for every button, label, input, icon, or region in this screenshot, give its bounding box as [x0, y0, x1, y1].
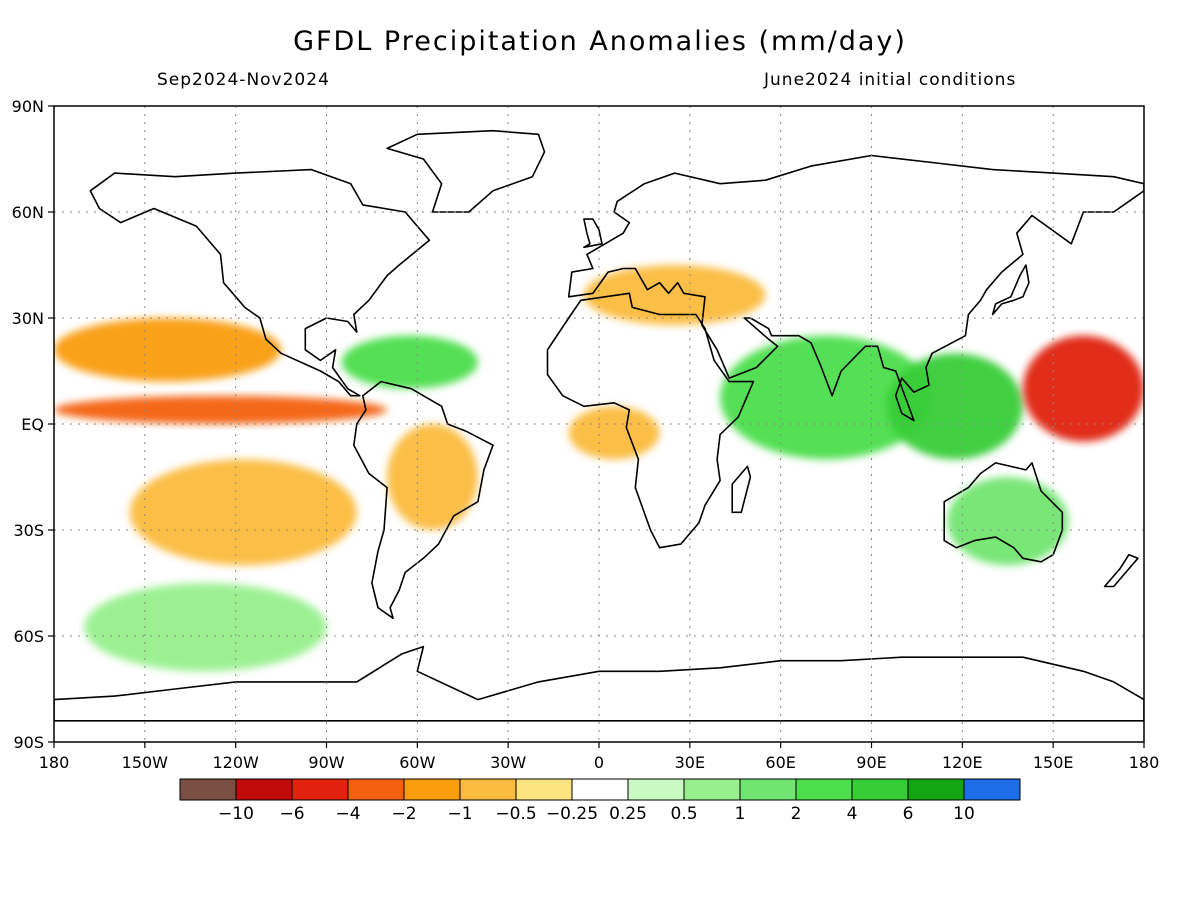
- coastline-antarctica: [54, 645, 1144, 722]
- colorbar-swatch: [403, 778, 461, 801]
- colorbar-swatch: [235, 778, 293, 801]
- lon-tick-label: 90W: [308, 753, 344, 772]
- colorbar-label: −6: [279, 804, 304, 824]
- colorbar-label: −10: [218, 804, 254, 824]
- lon-tick-label: 150E: [1033, 753, 1074, 772]
- colorbar-label: −4: [335, 804, 360, 824]
- lon-tick-label: 30W: [490, 753, 526, 772]
- colorbar-swatch: [291, 778, 349, 801]
- lon-tick-label: 90E: [856, 753, 886, 772]
- caribbean-wet: [341, 335, 478, 389]
- lat-tick-label: 90N: [12, 97, 44, 116]
- coastline-south-america: [352, 380, 494, 620]
- coastline-africa: [546, 292, 755, 549]
- coastline-uk: [583, 218, 603, 249]
- lon-tick-label: 60E: [765, 753, 795, 772]
- forecast-period: Sep2024-Nov2024: [157, 70, 330, 90]
- equatorial-pacific-dry: [54, 395, 388, 424]
- colorbar-label: −0.5: [495, 804, 536, 824]
- colorbar-swatch: [851, 778, 909, 801]
- lon-tick-label: 120W: [212, 753, 259, 772]
- colorbar-swatch: [907, 778, 965, 801]
- lat-tick-label: 60S: [13, 627, 44, 646]
- lon-tick-label: 60W: [399, 753, 435, 772]
- colorbar-label: 0.25: [609, 804, 647, 824]
- colorbar-swatch: [515, 778, 573, 801]
- australia-wet: [947, 477, 1069, 566]
- colorbar-swatch: [347, 778, 405, 801]
- coastline-madagascar: [731, 465, 752, 514]
- africa-equatorial-dry: [568, 406, 660, 460]
- amazon-dry: [387, 424, 478, 530]
- anomaly-field: [54, 265, 1144, 672]
- colorbar-swatch: [459, 778, 517, 801]
- south-pacific-spcz-dry: [129, 459, 357, 566]
- graticule: [54, 106, 1144, 742]
- lat-tick-label: EQ: [21, 415, 44, 434]
- lon-tick-label: 30E: [675, 753, 705, 772]
- colorbar-swatch: [179, 778, 237, 801]
- latitude-axis: 90N 60N 30N EQ 30S 60S 90S: [12, 97, 54, 752]
- coastlines: [54, 129, 1144, 722]
- lat-tick-label: 30N: [12, 309, 44, 328]
- west-pacific-dry: [1022, 335, 1144, 442]
- coastline-new-zealand: [1103, 553, 1139, 588]
- colorbar-label: 6: [903, 804, 914, 824]
- colorbar-label: −2: [391, 804, 416, 824]
- colorbar-swatch: [683, 778, 741, 801]
- colorbar-label: 10: [953, 804, 975, 824]
- north-pacific-subtropical-dry: [54, 318, 282, 382]
- colorbar-label: −1: [447, 804, 472, 824]
- indian-ocean-wet: [720, 335, 933, 460]
- colorbar-swatch: [627, 778, 685, 801]
- coastline-japan: [991, 264, 1030, 316]
- colorbar: −10 −6 −4 −2 −1 −0.5 −0.25 0.25 0.5 1 2 4 6 10: [179, 778, 1021, 824]
- colorbar-label: 2: [791, 804, 802, 824]
- coastline-north-america: [89, 168, 431, 397]
- coastline-eurasia: [567, 154, 1144, 422]
- lon-tick-label: 120E: [942, 753, 983, 772]
- colorbar-label: 1: [735, 804, 746, 824]
- lon-tick-label: 0: [594, 753, 604, 772]
- lat-tick-label: 30S: [13, 521, 44, 540]
- colorbar-swatch: [963, 778, 1021, 801]
- lat-tick-label: 90S: [13, 733, 44, 752]
- longitude-axis: 180 150W 120W 90W 60W 30W 0 30E 60E 90E 120E 150E 18…: [39, 742, 1160, 772]
- initial-conditions: June2024 initial conditions: [764, 70, 1017, 90]
- lat-tick-label: 60N: [12, 203, 44, 222]
- map-title: GFDL Precipitation Anomalies (mm/day): [293, 26, 907, 57]
- maritime-continent-wet: [886, 353, 1023, 460]
- coastline-greenland: [386, 129, 546, 213]
- colorbar-swatch: [739, 778, 797, 801]
- lon-tick-label: 150W: [122, 753, 169, 772]
- colorbar-swatch: [571, 778, 629, 801]
- colorbar-label: 0.5: [670, 804, 697, 824]
- southern-ocean-wet: [84, 583, 327, 672]
- colorbar-label: −0.25: [546, 804, 598, 824]
- lon-tick-label: 180: [1129, 753, 1160, 772]
- colorbar-label: 4: [847, 804, 858, 824]
- lon-tick-label: 180: [39, 753, 70, 772]
- mediterranean-dry: [583, 265, 766, 326]
- colorbar-swatch: [795, 778, 853, 801]
